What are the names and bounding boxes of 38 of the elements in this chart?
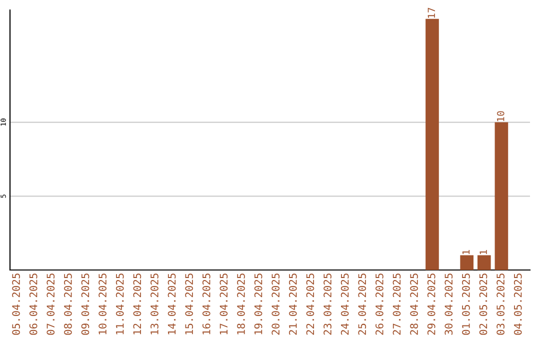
x-tick-label: 09.04.2025 — [81, 274, 90, 335]
x-tick-label: 27.04.2025 — [392, 274, 401, 335]
x-tick-label: 02.05.2025 — [479, 274, 488, 335]
x-tick-label: 29.04.2025 — [427, 274, 436, 335]
x-tick-label: 06.04.2025 — [29, 274, 38, 335]
x-tick-label: 07.04.2025 — [46, 274, 55, 335]
bar — [426, 18, 439, 270]
x-tick-label: 08.04.2025 — [64, 274, 72, 335]
x-tick-label: 24.04.2025 — [340, 274, 349, 335]
x-tick-label: 15.04.2025 — [185, 274, 194, 334]
bar — [460, 255, 474, 270]
x-tick-label: 05.04.2025 — [12, 274, 20, 335]
x-tick-label: 20.04.2025 — [272, 274, 280, 335]
x-tick-label: 18.04.2025 — [237, 274, 245, 334]
bar — [477, 255, 491, 270]
x-tick-label: 26.04.2025 — [375, 274, 384, 335]
x-tick-label: 28.04.2025 — [410, 274, 418, 335]
x-tick-label: 21.04.2025 — [288, 274, 297, 335]
x-tick-label: 10.04.2025 — [98, 274, 106, 334]
x-tick-label: 01.05.2025 — [462, 274, 470, 335]
x-tick-label: 19.04.2025 — [254, 274, 262, 334]
x-tick-label: 14.04.2025 — [168, 274, 176, 334]
bar — [494, 122, 508, 270]
x-tick-label: 22.04.2025 — [306, 274, 314, 335]
x-tick-label: 16.04.2025 — [202, 274, 210, 334]
data-label: 1 — [462, 250, 470, 254]
x-tick-label: 11.04.2025 — [116, 274, 124, 334]
data-label: 10 — [496, 111, 504, 122]
x-tick-label: 13.04.2025 — [150, 274, 158, 334]
x-tick-label: 12.04.2025 — [133, 274, 142, 334]
x-tick-label: 25.04.2025 — [358, 274, 366, 335]
x-tick-label: 17.04.2025 — [220, 274, 228, 334]
x-tick-label: 30.04.2025 — [444, 274, 453, 335]
x-tick-label: 03.05.2025 — [496, 274, 504, 335]
x-tick-label: 04.05.2025 — [514, 274, 522, 335]
x-tick-label: 23.04.2025 — [324, 274, 332, 335]
data-label: 17 — [428, 8, 435, 18]
data-label: 1 — [480, 250, 487, 254]
